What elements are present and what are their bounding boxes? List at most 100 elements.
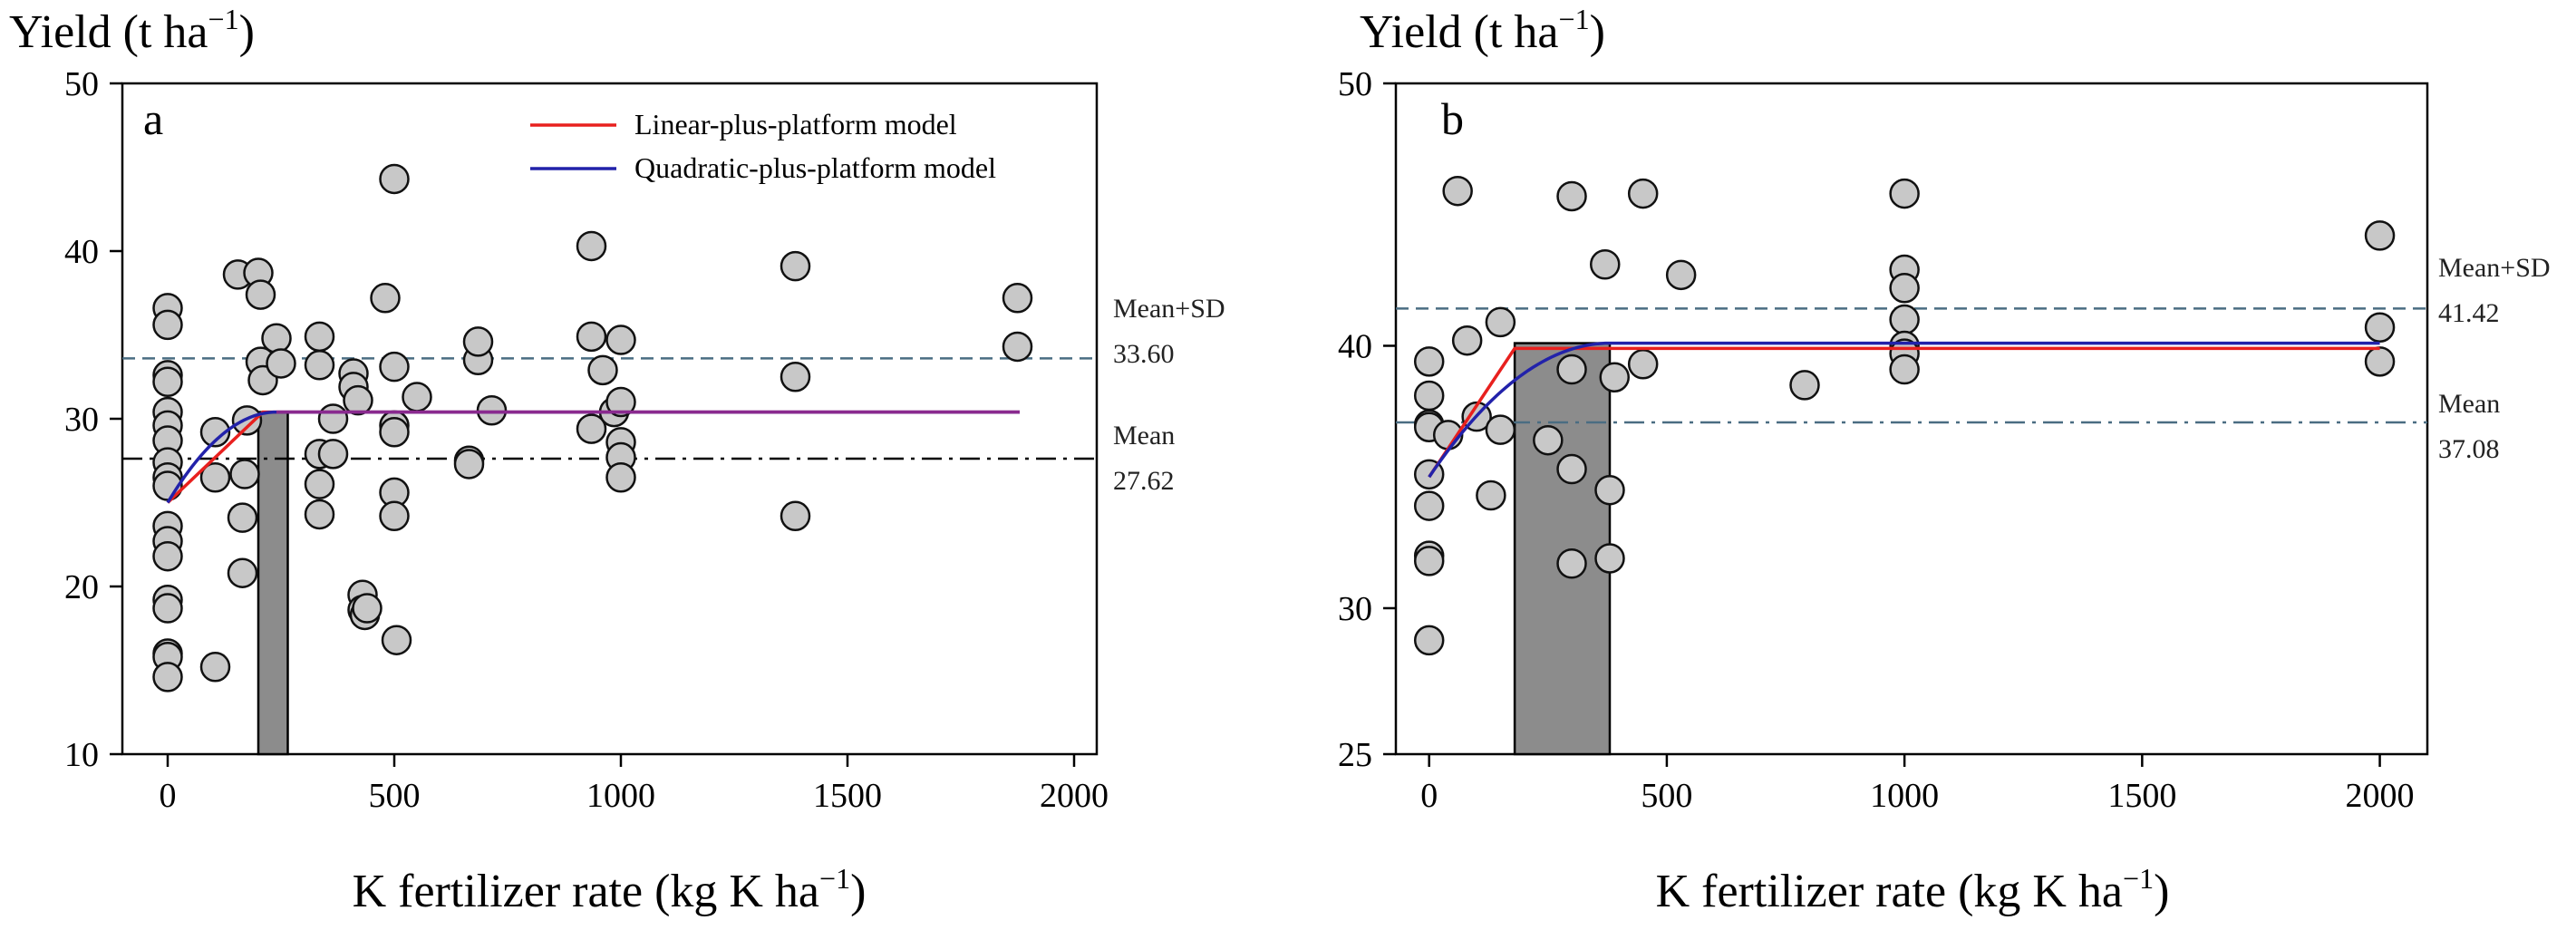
ref-label-meansd-b: Mean+SD bbox=[2438, 253, 2551, 283]
y-ticks-b: 25 30 40 50 bbox=[1338, 65, 1396, 774]
data-point bbox=[1599, 362, 1630, 392]
x-tick-label: 2000 bbox=[2346, 777, 2415, 815]
data-point bbox=[317, 403, 349, 434]
optimum-band-rect-a bbox=[257, 411, 289, 756]
panel-letter-a: a bbox=[143, 93, 163, 144]
data-point bbox=[780, 250, 811, 282]
data-point bbox=[476, 395, 508, 426]
x-ticks-a: 0 500 1000 1500 2000 bbox=[160, 754, 1109, 815]
data-point bbox=[1627, 178, 1659, 209]
data-point bbox=[317, 439, 349, 470]
y-tick-label: 25 bbox=[1338, 736, 1372, 774]
data-point bbox=[402, 382, 432, 412]
data-point bbox=[1665, 259, 1697, 291]
y-ticks-a: 10 20 30 40 50 bbox=[64, 65, 122, 774]
x-axis-title-a: K fertilizer rate (kg K ha−1) bbox=[353, 862, 867, 917]
y-tick-label: 50 bbox=[1338, 65, 1372, 103]
panel-b: Yield (t ha−1) 0 500 1000 1500 2000 25 30 40 50… bbox=[1338, 3, 2551, 917]
x-tick-label: 1000 bbox=[1870, 777, 1939, 815]
data-point bbox=[605, 325, 636, 355]
x-tick-label: 1000 bbox=[586, 777, 655, 815]
data-point bbox=[1442, 175, 1473, 207]
data-point bbox=[1413, 625, 1445, 656]
data-point bbox=[1476, 480, 1506, 511]
data-point bbox=[199, 652, 231, 683]
data-point bbox=[229, 459, 260, 489]
x-tick-label: 0 bbox=[1420, 777, 1438, 815]
data-point bbox=[266, 348, 296, 379]
data-point bbox=[1889, 178, 1920, 209]
data-point bbox=[199, 417, 231, 448]
data-point bbox=[152, 309, 183, 341]
y-axis-title-b: Yield (t ha−1) bbox=[1360, 3, 1605, 58]
data-point bbox=[576, 230, 607, 262]
data-point bbox=[587, 354, 618, 386]
data-point bbox=[605, 462, 636, 493]
data-point bbox=[1533, 424, 1564, 456]
legend-label-quadratic: Quadratic-plus-platform model bbox=[634, 151, 996, 184]
data-point bbox=[152, 366, 183, 398]
quadratic-plus-platform-line-b bbox=[1428, 341, 2380, 479]
data-point bbox=[304, 469, 335, 499]
data-point bbox=[199, 462, 231, 493]
data-point bbox=[1413, 346, 1445, 377]
x-tick-label: 1500 bbox=[2107, 777, 2176, 815]
data-point bbox=[152, 540, 183, 572]
data-point bbox=[1002, 331, 1033, 363]
legend-label-linear: Linear-plus-platform model bbox=[634, 108, 957, 140]
data-point bbox=[1556, 354, 1587, 385]
x-tick-label: 500 bbox=[1641, 777, 1692, 815]
data-point bbox=[227, 502, 258, 533]
data-point bbox=[304, 499, 335, 530]
data-point bbox=[381, 625, 412, 655]
data-point bbox=[1594, 543, 1625, 574]
ref-label-mean-b: Mean bbox=[2438, 389, 2500, 419]
data-point bbox=[1789, 370, 1820, 401]
data-point bbox=[1413, 490, 1445, 521]
data-points-a bbox=[152, 163, 1033, 693]
quadratic-plus-platform-line-a bbox=[166, 410, 1020, 504]
optimum-band-b bbox=[1513, 342, 1612, 756]
y-axis-title-a: Yield (t ha−1) bbox=[9, 3, 255, 58]
data-point bbox=[304, 350, 335, 381]
panel-letter-b: b bbox=[1441, 93, 1464, 144]
x-axis-title-b: K fertilizer rate (kg K ha−1) bbox=[1656, 862, 2170, 917]
data-point bbox=[1451, 325, 1483, 356]
data-point bbox=[1413, 546, 1445, 576]
data-point bbox=[1413, 380, 1445, 412]
data-point bbox=[576, 413, 607, 444]
ref-value-mean-a: 27.62 bbox=[1113, 466, 1175, 496]
x-tick-label: 1500 bbox=[813, 777, 882, 815]
data-point bbox=[1556, 453, 1587, 485]
data-point bbox=[1589, 248, 1621, 280]
data-point bbox=[152, 662, 183, 693]
data-point bbox=[343, 384, 373, 416]
data-point bbox=[780, 500, 811, 532]
data-point bbox=[1556, 180, 1587, 212]
ref-label-mean-a: Mean bbox=[1113, 421, 1175, 450]
data-point bbox=[379, 500, 410, 532]
panel-a: Yield (t ha−1) 0 500 1000 1500 2000 10 20 30 40… bbox=[9, 3, 1225, 917]
data-point bbox=[245, 279, 276, 310]
reference-lines-b bbox=[1396, 307, 2427, 424]
data-point bbox=[1556, 548, 1587, 579]
y-tick-label: 30 bbox=[64, 401, 99, 439]
data-point bbox=[379, 351, 410, 383]
data-point bbox=[1594, 474, 1625, 506]
data-point bbox=[304, 321, 335, 353]
linear-plus-platform-line-b bbox=[1428, 346, 2380, 479]
data-point bbox=[1627, 349, 1659, 380]
model-curves-b bbox=[1428, 341, 2380, 479]
y-tick-label: 40 bbox=[64, 233, 99, 271]
x-tick-label: 2000 bbox=[1040, 777, 1109, 815]
x-ticks-b: 0 500 1000 1500 2000 bbox=[1420, 754, 2415, 815]
data-point bbox=[2364, 312, 2396, 343]
data-point bbox=[1889, 354, 1920, 385]
ref-value-meansd-b: 41.42 bbox=[2438, 298, 2500, 328]
data-point bbox=[453, 449, 485, 480]
y-tick-label: 20 bbox=[64, 568, 99, 606]
data-point bbox=[152, 593, 183, 624]
model-curves-a bbox=[166, 410, 1020, 504]
y-tick-label: 10 bbox=[64, 736, 99, 774]
